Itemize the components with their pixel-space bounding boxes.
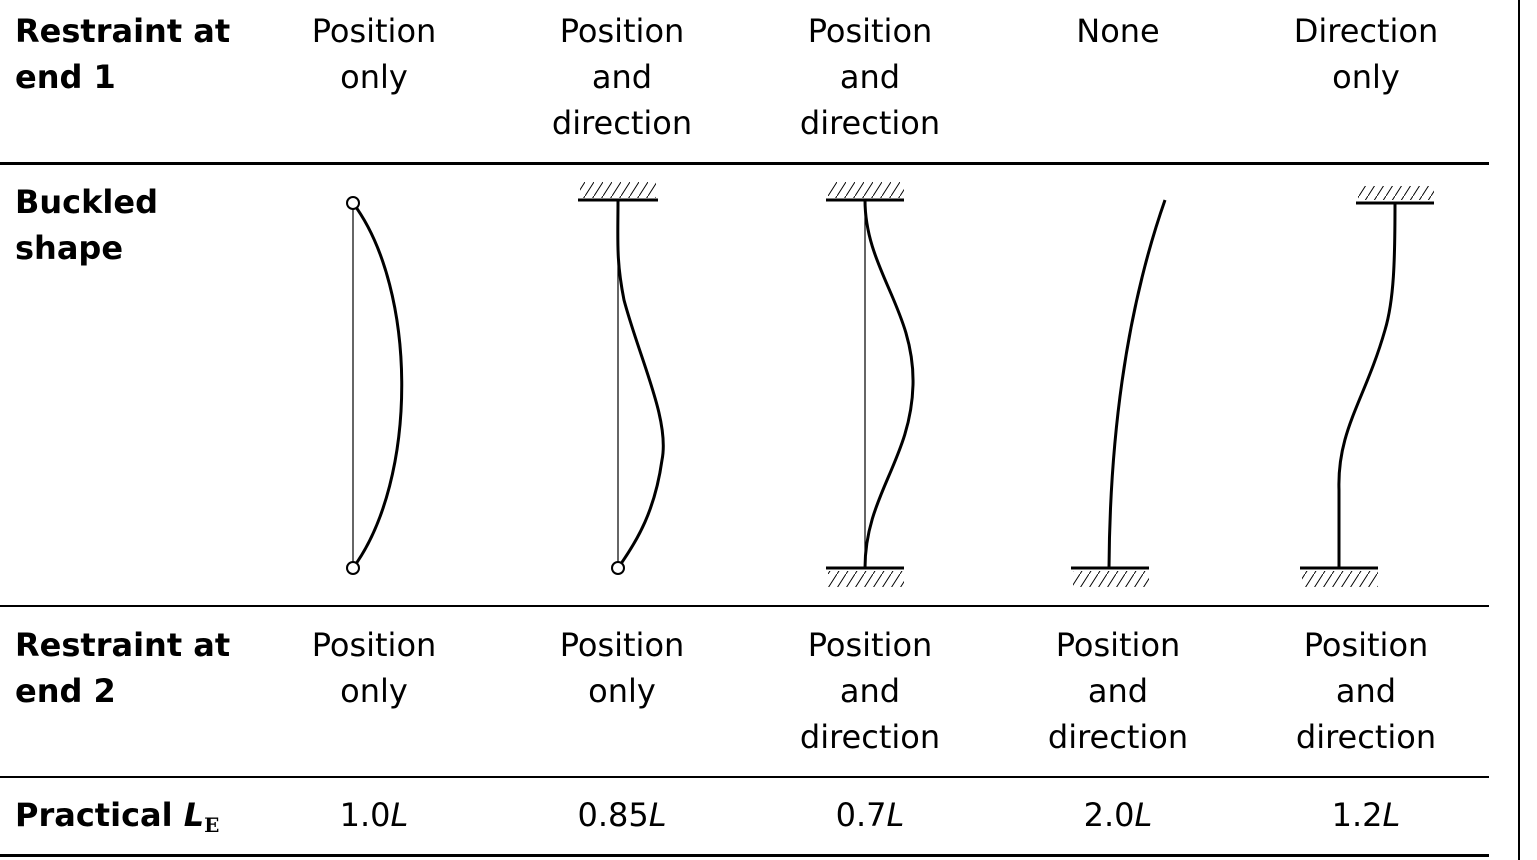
le-cell-4: 2.0L: [1083, 796, 1153, 834]
end2-cell-4: Position and direction: [1047, 626, 1189, 756]
row-header-buckled-shape: Buckled shape: [15, 183, 158, 267]
rule-after-end2: [0, 776, 1489, 778]
fixed-support-hatch-bottom: [1073, 571, 1149, 587]
buckled-curve: [863, 199, 915, 569]
buckled-curve: [1337, 202, 1397, 568]
rule-bottom: [0, 854, 1489, 857]
pin-support-top: [346, 196, 360, 210]
buckled-shape-4: [1071, 199, 1167, 587]
fixed-support-hatch-top: [1358, 186, 1434, 200]
row-header-practical-le: Practical LE: [15, 796, 220, 837]
end2-cell-3: Position and direction: [799, 626, 941, 756]
pin-support-bottom: [346, 561, 360, 575]
buckled-shape-5: [1300, 186, 1434, 587]
buckled-shape-3: [826, 182, 915, 587]
rule-after-shape: [0, 605, 1489, 607]
buckled-curve: [1107, 199, 1167, 569]
pin-support-bottom: [611, 561, 625, 575]
rule-after-end1: [0, 162, 1489, 165]
buckled-shape-1: [346, 196, 404, 575]
row-header-end2: Restraint at end 2: [15, 626, 231, 710]
buckled-curve: [351, 202, 404, 569]
fixed-support-hatch-top: [580, 182, 656, 198]
buckled-curve: [616, 199, 665, 569]
end2-cell-1: Position only: [311, 626, 437, 710]
fixed-support-hatch-bottom: [828, 571, 904, 587]
buckled-shape-2: [578, 182, 665, 575]
fixed-support-hatch-top: [828, 182, 904, 198]
end1-cell-2: Position and direction: [551, 12, 693, 142]
end2-cell-5: Position and direction: [1295, 626, 1437, 756]
le-cell-3: 0.7L: [835, 796, 905, 834]
end2-cell-2: Position only: [559, 626, 685, 710]
rule-right-edge: [1518, 0, 1520, 860]
end1-cell-5: Direction only: [1293, 12, 1439, 96]
end1-cell-1: Position only: [311, 12, 437, 96]
end1-cell-4: None: [1076, 12, 1160, 50]
le-cell-1: 1.0L: [339, 796, 409, 834]
row-header-end1: Restraint at end 1: [15, 12, 231, 96]
fixed-support-hatch-bottom: [1302, 571, 1378, 587]
end1-cell-3: Position and direction: [799, 12, 941, 142]
le-cell-2: 0.85L: [577, 796, 667, 834]
le-cell-5: 1.2L: [1331, 796, 1401, 834]
